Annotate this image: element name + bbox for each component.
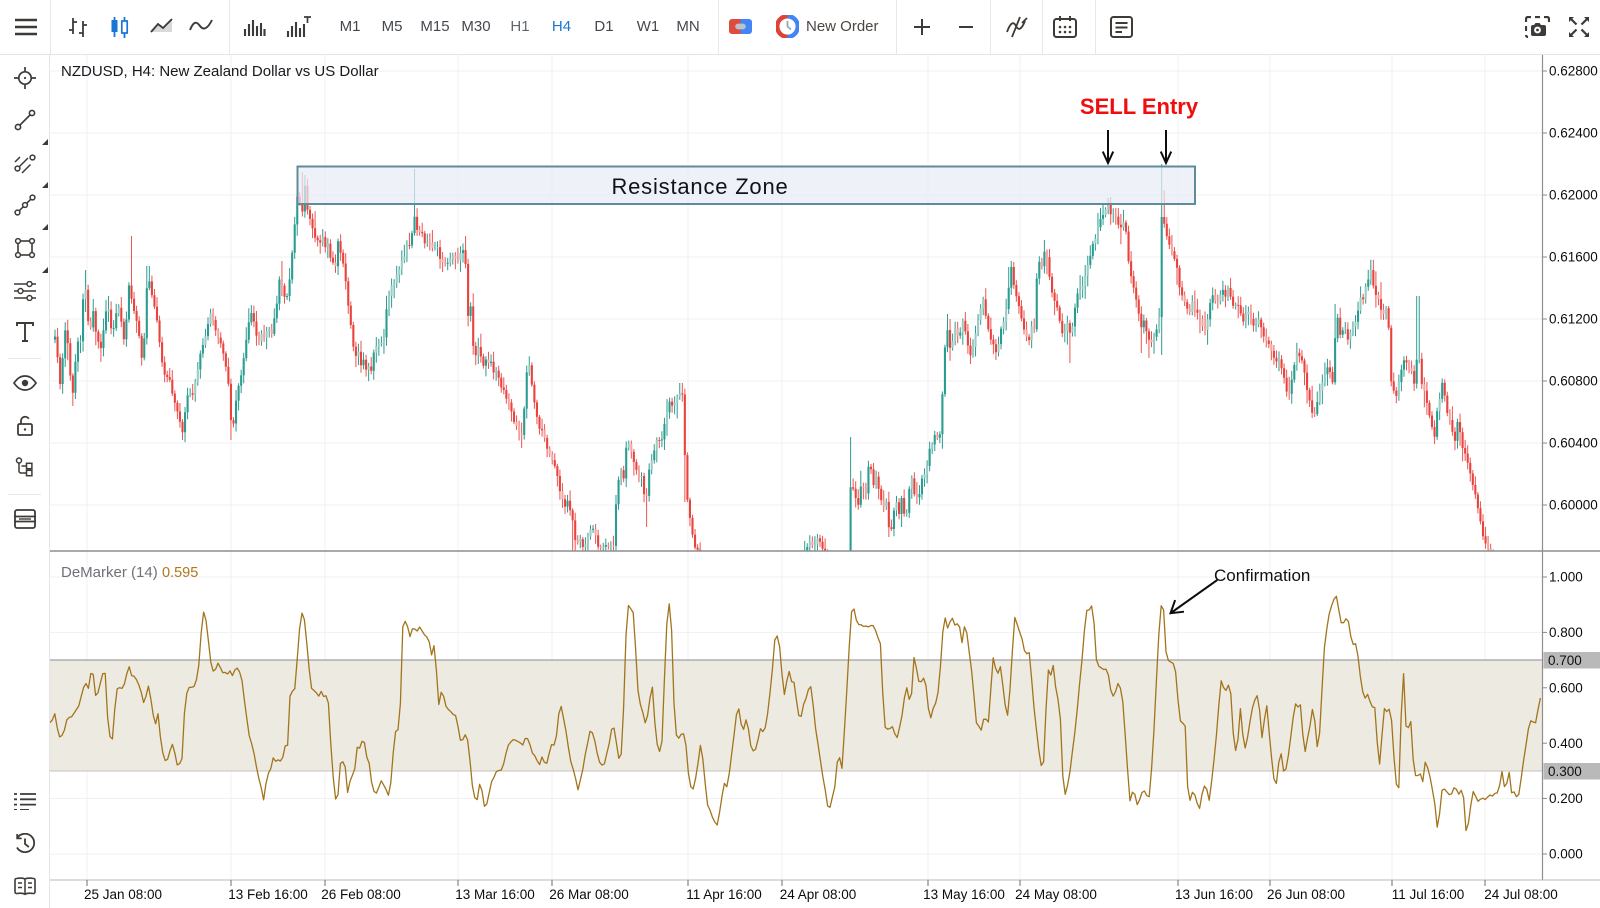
svg-text:0.60800: 0.60800: [1549, 374, 1598, 389]
svg-text:0.62800: 0.62800: [1549, 64, 1598, 79]
svg-text:0.62000: 0.62000: [1549, 188, 1598, 203]
svg-text:0.61200: 0.61200: [1549, 312, 1598, 327]
svg-text:26 Feb 08:00: 26 Feb 08:00: [321, 887, 401, 902]
svg-text:26 Jun 08:00: 26 Jun 08:00: [1267, 887, 1345, 902]
svg-text:0.800: 0.800: [1549, 625, 1583, 640]
svg-text:25 Jan 08:00: 25 Jan 08:00: [84, 887, 162, 902]
svg-text:0.000: 0.000: [1549, 847, 1583, 862]
svg-text:1.000: 1.000: [1549, 570, 1583, 585]
svg-text:0.62400: 0.62400: [1549, 126, 1598, 141]
svg-text:Confirmation: Confirmation: [1214, 566, 1310, 585]
svg-text:11 Jul 16:00: 11 Jul 16:00: [1392, 887, 1465, 902]
svg-text:13 Feb 16:00: 13 Feb 16:00: [228, 887, 308, 902]
svg-text:0.60000: 0.60000: [1549, 498, 1598, 513]
svg-text:24 Apr 08:00: 24 Apr 08:00: [780, 887, 857, 902]
svg-text:26 Mar 08:00: 26 Mar 08:00: [549, 887, 629, 902]
svg-text:13 Jun 16:00: 13 Jun 16:00: [1175, 887, 1253, 902]
svg-text:DeMarker (14): DeMarker (14): [61, 564, 158, 581]
svg-text:0.60400: 0.60400: [1549, 436, 1598, 451]
svg-text:11 Apr 16:00: 11 Apr 16:00: [686, 887, 762, 902]
svg-text:24 Jul 08:00: 24 Jul 08:00: [1484, 887, 1558, 902]
svg-text:0.595: 0.595: [162, 565, 198, 581]
svg-text:24 May 08:00: 24 May 08:00: [1015, 887, 1097, 902]
svg-text:0.200: 0.200: [1549, 791, 1583, 806]
svg-text:SELL Entry: SELL Entry: [1080, 94, 1199, 119]
svg-text:0.400: 0.400: [1549, 736, 1583, 751]
svg-text:0.600: 0.600: [1549, 681, 1583, 696]
svg-text:0.300: 0.300: [1548, 764, 1582, 779]
svg-text:Resistance Zone: Resistance Zone: [611, 174, 788, 199]
svg-text:0.61600: 0.61600: [1549, 250, 1598, 265]
svg-text:NZDUSD, H4: New Zealand Dollar: NZDUSD, H4: New Zealand Dollar vs US Dol…: [61, 63, 379, 80]
svg-text:13 Mar 16:00: 13 Mar 16:00: [455, 887, 535, 902]
svg-text:0.700: 0.700: [1548, 653, 1582, 668]
svg-text:13 May 16:00: 13 May 16:00: [923, 887, 1005, 902]
